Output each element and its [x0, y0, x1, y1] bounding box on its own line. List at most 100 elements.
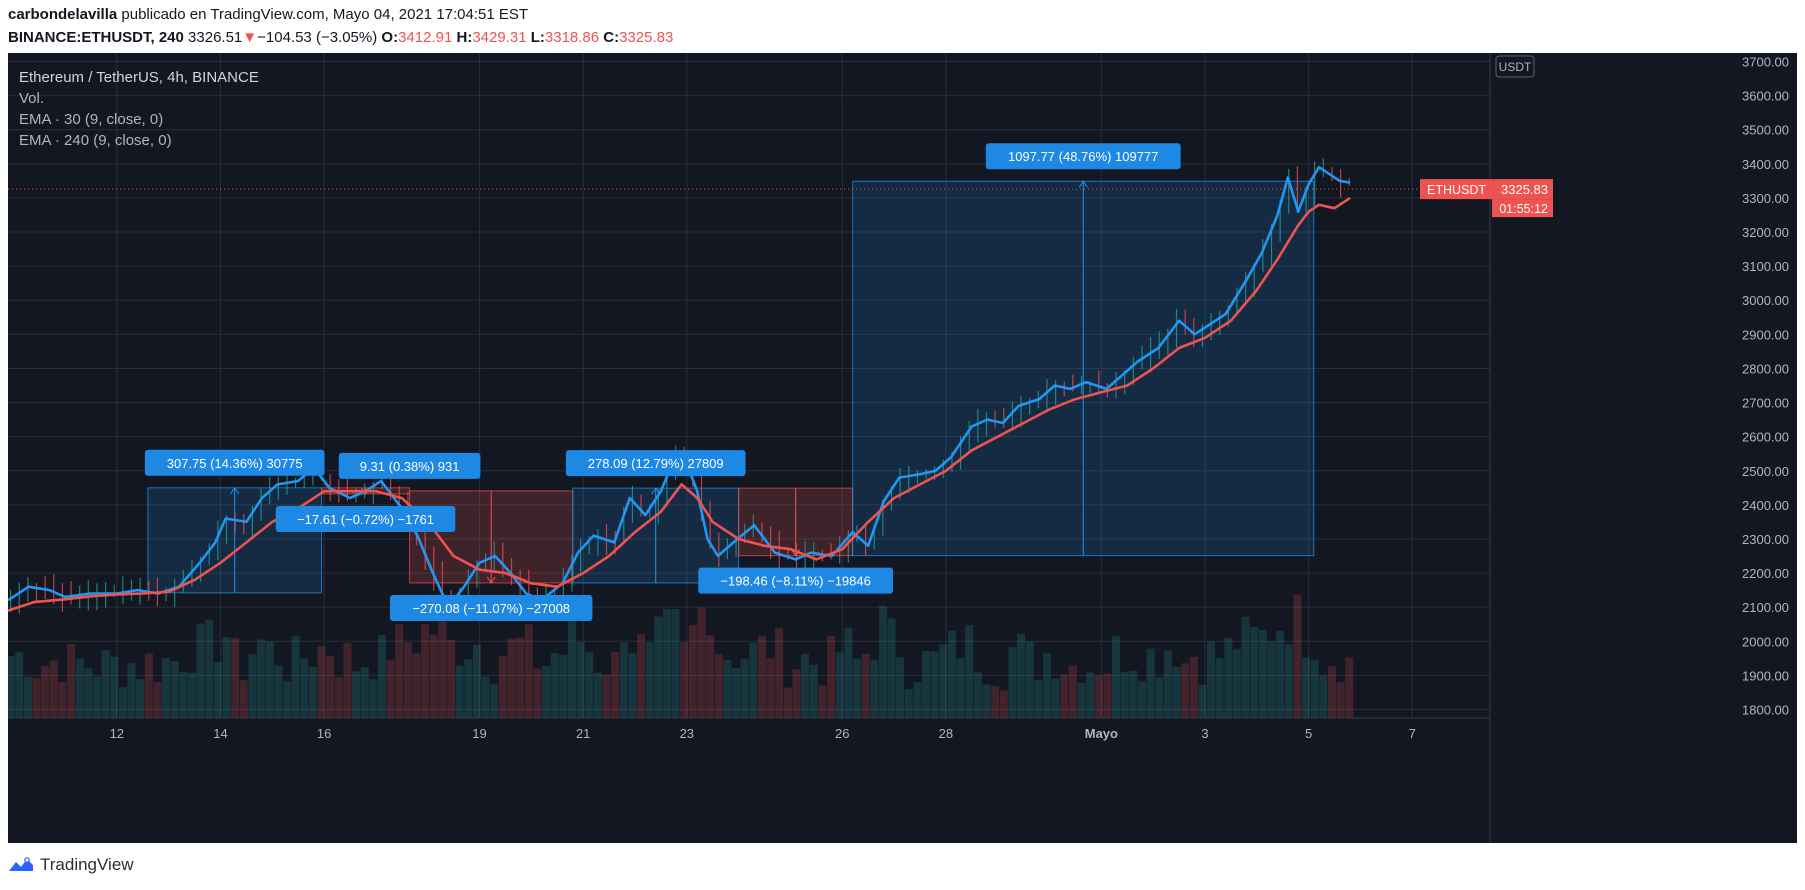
price-tick-label: 2700.00: [1742, 396, 1789, 411]
volume-bar: [118, 687, 127, 718]
volume-bar: [421, 624, 430, 718]
volume-bar: [326, 656, 335, 718]
volume-bar: [1181, 663, 1190, 718]
volume-bar: [1250, 627, 1259, 718]
price-tick-label: 2400.00: [1742, 498, 1789, 513]
volume-bar: [49, 660, 58, 718]
author-name[interactable]: carbondelavilla: [8, 6, 118, 23]
volume-bar: [1025, 641, 1034, 718]
volume-bar: [205, 619, 214, 718]
volume-bar: [550, 653, 559, 718]
time-tick-label: 26: [835, 726, 849, 741]
volume-bar: [723, 660, 732, 718]
volume-bar: [136, 679, 145, 718]
time-tick-label: Mayo: [1085, 726, 1118, 741]
volume-bar: [559, 654, 568, 718]
volume-bar: [153, 681, 162, 718]
price-tick-label: 3000.00: [1742, 293, 1789, 308]
volume-bar: [749, 642, 758, 718]
volume-bar: [861, 653, 870, 718]
price-tick-label: 3200.00: [1742, 225, 1789, 240]
range-label-box: [144, 449, 325, 476]
volume-bar: [317, 646, 326, 718]
volume-bar: [1129, 670, 1138, 718]
legend-volume[interactable]: Vol.: [19, 90, 45, 107]
tradingview-logo-icon: [9, 857, 33, 871]
volume-bar: [671, 609, 680, 718]
volume-bar: [1189, 656, 1198, 718]
volume-bar: [507, 638, 516, 718]
volume-bar: [542, 665, 551, 718]
price-tick-label: 1900.00: [1742, 668, 1789, 683]
volume-bar: [1319, 675, 1328, 718]
open-value: 3412.91: [398, 29, 453, 46]
volume-bar: [1302, 657, 1311, 718]
volume-bar: [697, 607, 706, 718]
time-tick-label: 21: [576, 726, 590, 741]
volume-bar: [1241, 616, 1250, 718]
volume-bar: [222, 637, 231, 718]
volume-bar: [300, 658, 309, 718]
ema-slow-line: [8, 196, 1351, 612]
volume-bar: [680, 642, 689, 718]
volume-bar: [490, 683, 499, 718]
volume-bar: [447, 639, 456, 718]
volume-bar: [343, 642, 352, 718]
volume-bar: [645, 642, 654, 718]
volume-bar: [213, 661, 222, 718]
price-tick-label: 2900.00: [1742, 327, 1789, 342]
last-price: 3326.51: [188, 29, 243, 46]
price-tick-label: 2800.00: [1742, 361, 1789, 376]
legend-ema-slow[interactable]: EMA · 240 (9, close, 0): [19, 132, 172, 149]
volume-bar: [144, 653, 153, 718]
volume-bar: [1336, 682, 1345, 718]
range-arrowhead: [230, 486, 240, 495]
volume-bar: [965, 624, 974, 718]
legend-title[interactable]: Ethereum / TetherUS, 4h, BINANCE: [19, 69, 259, 86]
volume-bar: [231, 637, 240, 718]
volume-bar: [637, 634, 646, 718]
volume-bar: [524, 624, 533, 718]
volume-bar: [1224, 637, 1233, 718]
range-label-box: [985, 143, 1181, 170]
high-label: H:: [456, 29, 473, 46]
price-chart[interactable]: 307.75 (14.36%) 30775 −17.61 (−0.72%) −17…: [8, 53, 1797, 843]
volume-bar: [619, 642, 628, 718]
volume-bar: [783, 687, 792, 718]
volume-bar: [870, 659, 879, 718]
time-tick-label: 19: [472, 726, 486, 741]
volume-bar: [369, 678, 378, 718]
volume-bar: [274, 665, 283, 718]
price-badge: [1420, 179, 1553, 200]
volume-bar: [1137, 681, 1146, 718]
price-tick-label: 3700.00: [1742, 55, 1789, 70]
volume-bar: [248, 654, 257, 718]
volume-bar: [766, 658, 775, 718]
volume-bar: [464, 659, 473, 718]
range-label-box: [390, 594, 593, 621]
volume-bar: [1258, 630, 1267, 718]
range-label-box: [338, 452, 481, 479]
range-label: −270.08 (−11.07%) −27008: [412, 601, 570, 616]
volume-bar: [438, 617, 447, 718]
volume-bar: [792, 669, 801, 718]
volume-bar: [1198, 684, 1207, 718]
footer-brand[interactable]: TradingView: [8, 855, 134, 875]
volume-bar: [585, 652, 594, 718]
volume-bar: [1232, 649, 1241, 718]
volume-bar: [688, 625, 697, 718]
volume-bar: [930, 651, 939, 718]
volume-bar: [32, 678, 41, 718]
low-value: 3318.86: [544, 29, 600, 46]
volume-bar: [1276, 631, 1285, 718]
volume-bar: [1310, 659, 1319, 718]
volume-bar: [1086, 672, 1095, 718]
range-label: −17.61 (−0.72%) −1761: [297, 512, 434, 527]
volume-bar: [352, 671, 361, 718]
volume-bar: [403, 642, 412, 718]
countdown-label: 01:55:12: [1499, 202, 1548, 216]
legend-ema-fast[interactable]: EMA · 30 (9, close, 0): [19, 111, 164, 128]
volume-bar: [308, 666, 317, 718]
volume-bar: [196, 623, 205, 718]
chart-panel[interactable]: 307.75 (14.36%) 30775 −17.61 (−0.72%) −17…: [8, 53, 1797, 843]
